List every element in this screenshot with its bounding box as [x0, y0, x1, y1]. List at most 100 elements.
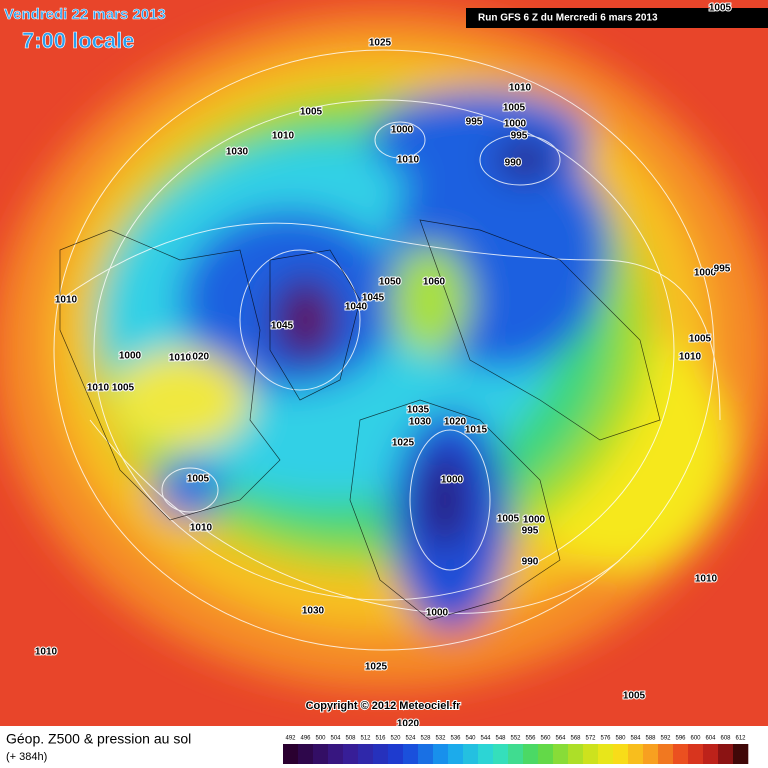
- pressure-label: 1030: [302, 606, 325, 617]
- legend-label: 556: [525, 736, 536, 742]
- pressure-label: 1005: [300, 107, 323, 118]
- pressure-label: 1010: [679, 352, 702, 363]
- pressure-label: 1050: [379, 277, 402, 288]
- legend-swatch: [538, 744, 554, 764]
- legend-swatch: [448, 744, 464, 764]
- legend-label: 612: [735, 736, 746, 742]
- pressure-label: 1000: [523, 515, 546, 526]
- pressure-label: 1025: [392, 438, 415, 449]
- pressure-label: 1010: [55, 295, 78, 306]
- pressure-label: 1000: [694, 268, 717, 279]
- legend-swatch: [643, 744, 659, 764]
- legend-label: 592: [660, 736, 671, 742]
- legend-label: 584: [630, 736, 641, 742]
- forecast-time: 7:00 locale: [22, 28, 135, 53]
- run-box: [466, 8, 768, 28]
- legend-label: 504: [330, 736, 341, 742]
- legend-swatch: [583, 744, 599, 764]
- pressure-label: 1010: [397, 155, 420, 166]
- legend: 492 496 500 504 508 512 516 520 524 528 532 536 540 5…: [283, 736, 749, 764]
- legend-swatch: [298, 744, 314, 764]
- legend-label: 532: [435, 736, 446, 742]
- legend-swatch: [703, 744, 719, 764]
- legend-swatch: [478, 744, 494, 764]
- legend-label: 536: [450, 736, 461, 742]
- pressure-label: 995: [466, 117, 483, 128]
- pressure-label: 1010: [190, 523, 213, 534]
- legend-swatch: [433, 744, 449, 764]
- legend-swatch: [283, 744, 299, 764]
- legend-label: 508: [345, 736, 356, 742]
- pressure-label: 995: [714, 264, 731, 275]
- pressure-label: 1045: [271, 321, 294, 332]
- pressure-label: 1010: [272, 131, 295, 142]
- pressure-label: 995: [511, 131, 528, 142]
- legend-label: 512: [360, 736, 371, 742]
- legend-label: 528: [420, 736, 431, 742]
- legend-swatch: [508, 744, 524, 764]
- legend-swatch: [673, 744, 689, 764]
- legend-label: 520: [390, 736, 401, 742]
- legend-label: 568: [570, 736, 581, 742]
- pressure-label: 1000: [441, 475, 464, 486]
- legend-label: 572: [585, 736, 596, 742]
- pressure-label: 1005: [187, 474, 210, 485]
- legend-swatch: [523, 744, 539, 764]
- legend-label: 576: [600, 736, 611, 742]
- legend-swatch: [493, 744, 509, 764]
- pressure-label: 1000: [119, 351, 142, 362]
- pressure-label: 1020: [444, 417, 467, 428]
- legend-swatch: [598, 744, 614, 764]
- pressure-label: 1005: [112, 383, 135, 394]
- pressure-label: 990: [505, 158, 522, 169]
- footer-title: Géop. Z500 & pression au sol: [6, 731, 191, 747]
- pressure-label: 1030: [409, 417, 432, 428]
- pressure-label: 1025: [365, 662, 388, 673]
- pressure-label: 1040: [345, 302, 368, 313]
- legend-swatch: [688, 744, 704, 764]
- legend-label: 604: [705, 736, 716, 742]
- legend-label: 560: [540, 736, 551, 742]
- pressure-label: 1025: [369, 38, 392, 49]
- pressure-label: 1010: [87, 383, 110, 394]
- legend-label: 564: [555, 736, 566, 742]
- pressure-label: 1030: [226, 147, 249, 158]
- footer-lead: (+ 384h): [6, 751, 47, 763]
- legend-label: 588: [645, 736, 656, 742]
- legend-label: 548: [495, 736, 506, 742]
- map-field: [0, 0, 768, 726]
- legend-swatch: [463, 744, 479, 764]
- legend-swatch: [553, 744, 569, 764]
- pressure-label: 1005: [503, 103, 526, 114]
- legend-swatch: [373, 744, 389, 764]
- pressure-label: 1010: [35, 647, 58, 658]
- copyright: Copyright © 2012 Meteociel.fr: [306, 700, 462, 712]
- pressure-label: 1005: [623, 691, 646, 702]
- legend-label: 552: [510, 736, 521, 742]
- legend-swatch: [718, 744, 734, 764]
- pressure-label: 1000: [426, 608, 449, 619]
- pressure-label: 1005: [497, 514, 520, 525]
- run-info: Run GFS 6 Z du Mercredi 6 mars 2013: [478, 13, 658, 24]
- pressure-label: 1000: [391, 125, 414, 136]
- pressure-label: 1015: [465, 425, 488, 436]
- legend-swatch: [343, 744, 359, 764]
- pressure-label: 1010: [695, 574, 718, 585]
- legend-swatch: [613, 744, 629, 764]
- legend-swatch: [403, 744, 419, 764]
- legend-label: 492: [285, 736, 296, 742]
- pressure-label: 1010: [169, 353, 192, 364]
- pressure-label: 1035: [407, 405, 430, 416]
- legend-label: 540: [465, 736, 476, 742]
- pressure-label: 1010: [509, 83, 532, 94]
- legend-label: 500: [315, 736, 326, 742]
- legend-label: 600: [690, 736, 701, 742]
- pressure-label: 1060: [423, 277, 446, 288]
- pressure-label: 1020: [187, 352, 210, 363]
- legend-swatch: [628, 744, 644, 764]
- legend-swatch: [568, 744, 584, 764]
- legend-label: 596: [675, 736, 686, 742]
